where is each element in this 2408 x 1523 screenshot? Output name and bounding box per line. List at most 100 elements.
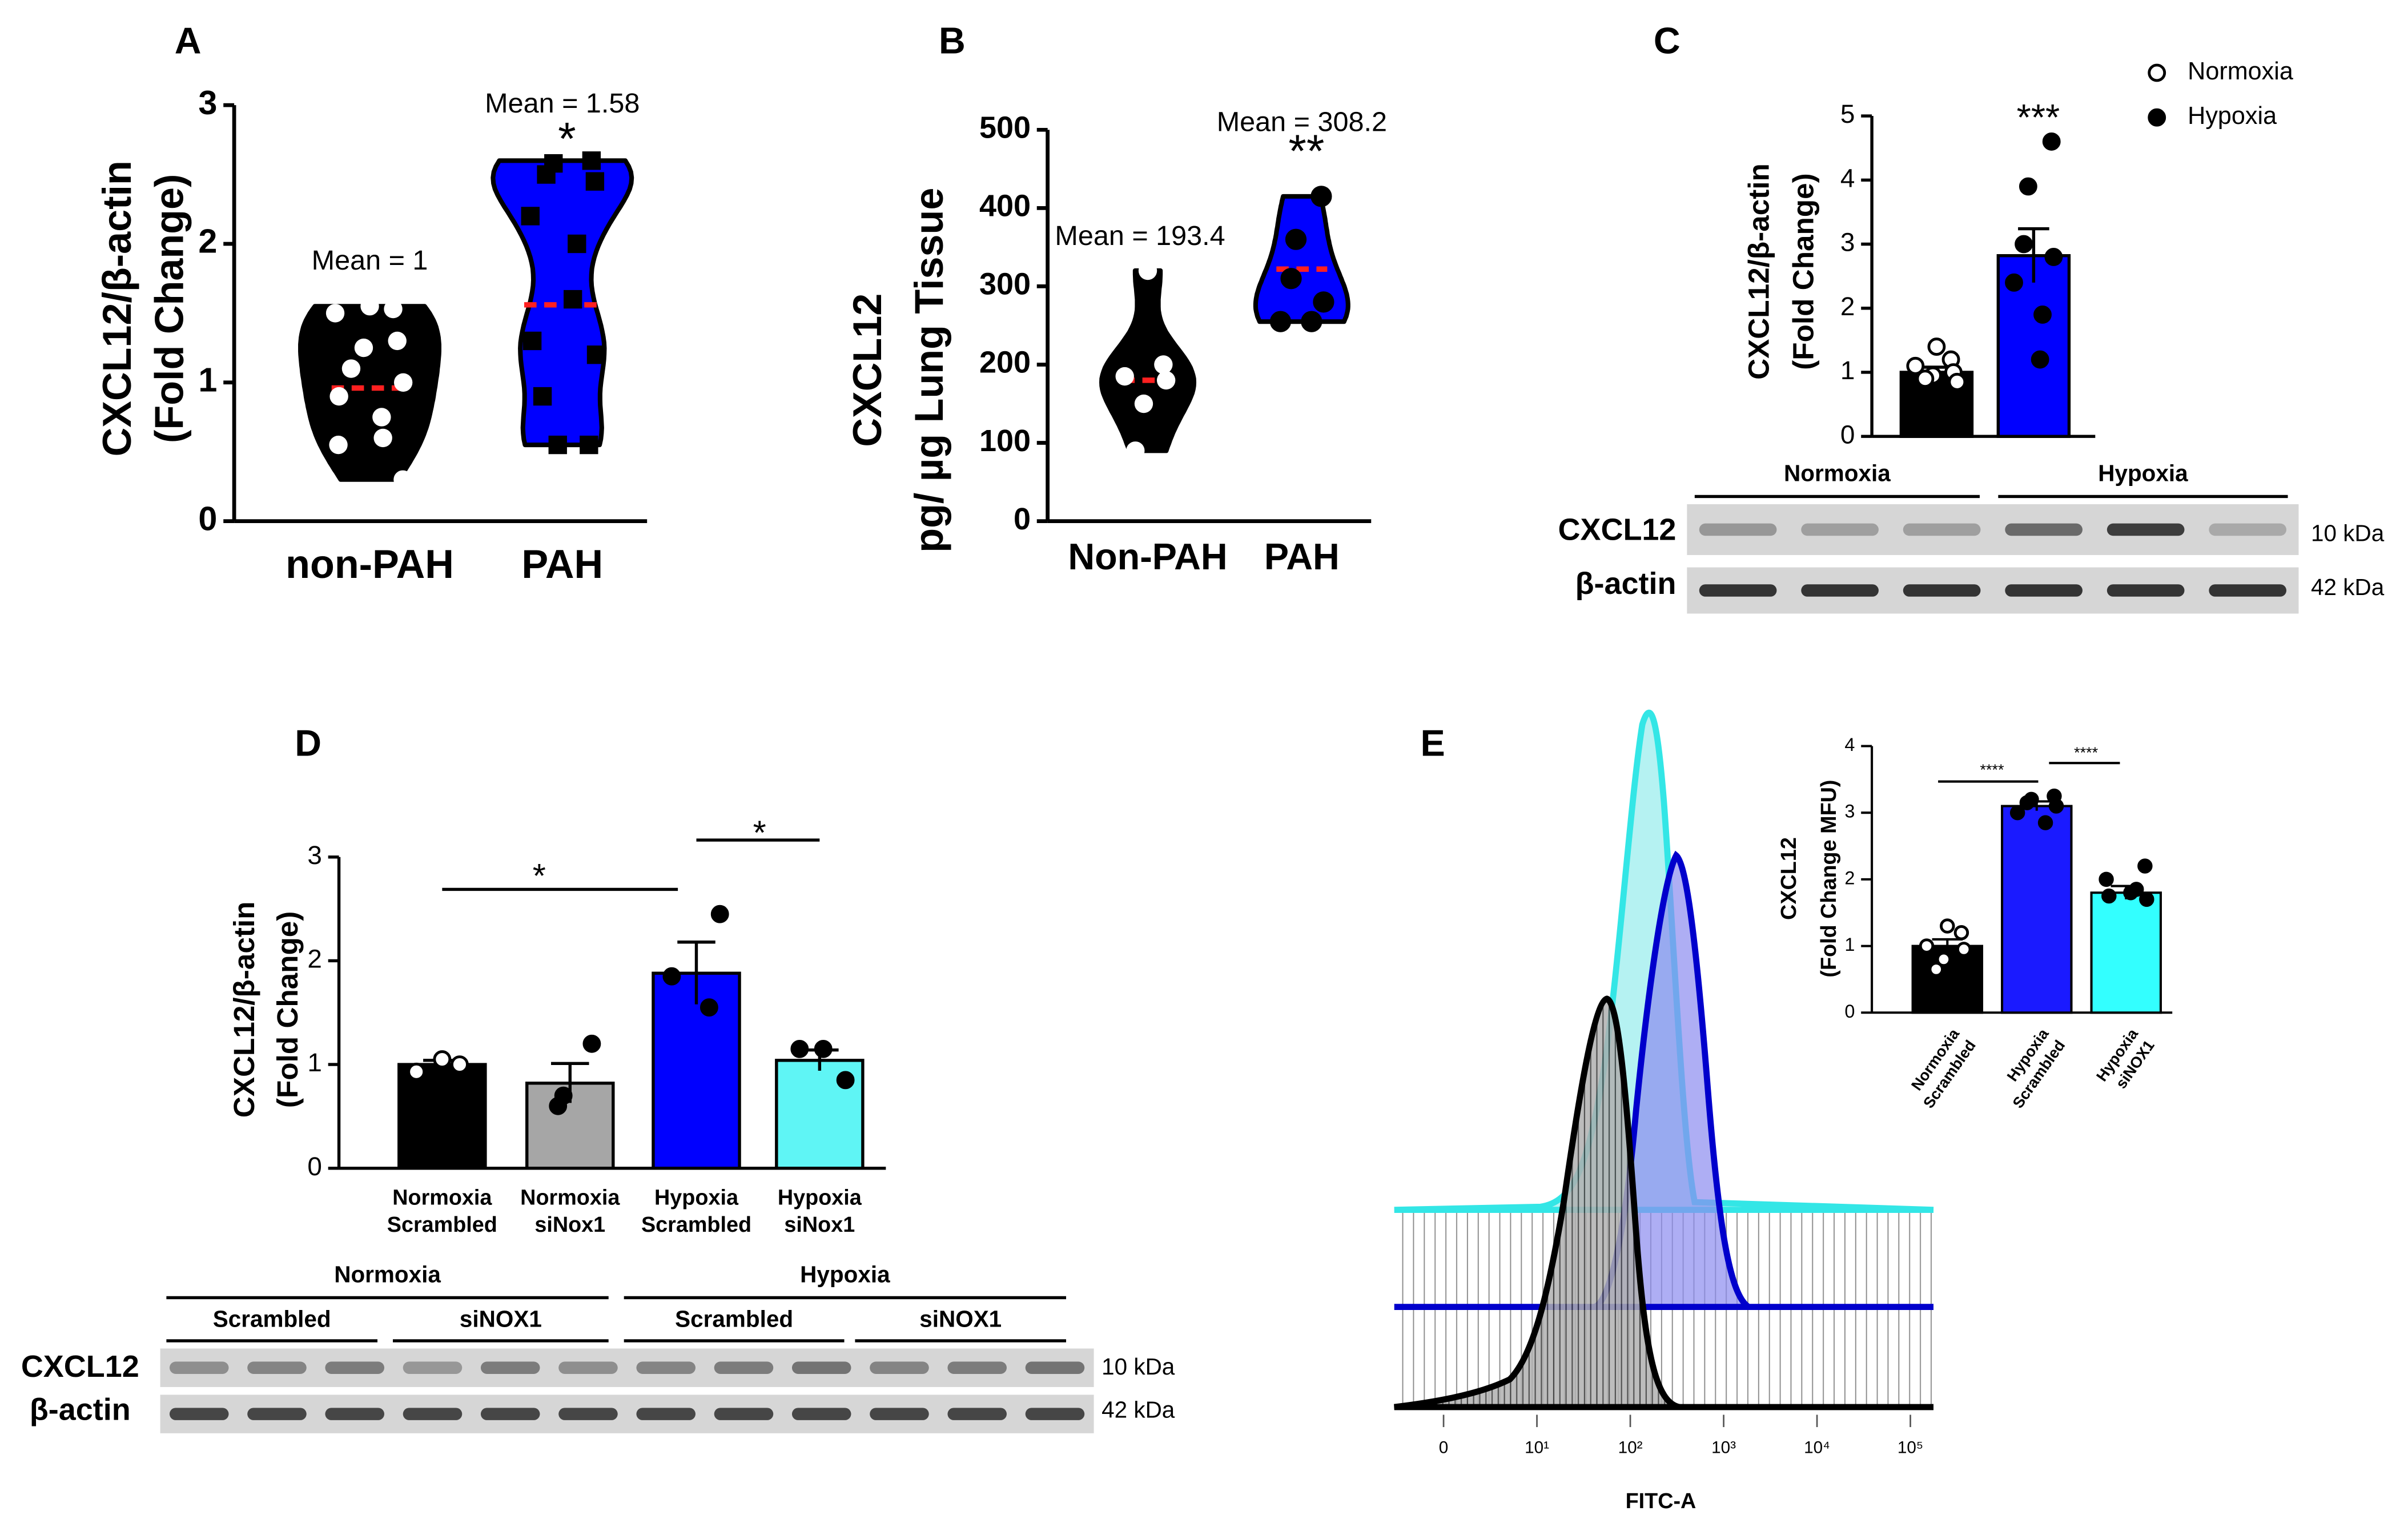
- blot-band: [2005, 584, 2083, 597]
- blot-band: [1025, 1408, 1085, 1420]
- data-point: [537, 165, 556, 184]
- data-point: [2037, 815, 2053, 830]
- flow-histogram: [1394, 709, 1934, 1411]
- y-axis-label: CXCL12/β-actin: [1742, 163, 1775, 380]
- blot-band: [1801, 584, 1879, 597]
- data-point: [2139, 891, 2154, 907]
- annotation: ****: [2074, 744, 2098, 761]
- blot-band: [403, 1408, 463, 1420]
- blot-band: [1903, 523, 1981, 536]
- blot-band: [947, 1361, 1007, 1374]
- annotation: *: [753, 814, 766, 852]
- data-point: [710, 905, 729, 923]
- y-tick-label: 2: [1840, 291, 1855, 321]
- x-tick-label: HypoxiaScrambled: [1993, 1025, 2069, 1111]
- data-point: [1919, 938, 1935, 954]
- y-tick-label: 1: [1844, 934, 1855, 955]
- data-point: [1948, 372, 1967, 391]
- panel-label: A: [175, 19, 202, 61]
- annotation: Mean = 308.2: [1217, 106, 1387, 137]
- blot-band: [247, 1408, 307, 1420]
- data-point: [384, 299, 403, 319]
- blot-band: [791, 1408, 851, 1420]
- blot-band: [325, 1361, 384, 1374]
- blot-band: [169, 1361, 229, 1374]
- x-tick-label: 0: [1439, 1438, 1449, 1457]
- violin: [491, 158, 634, 448]
- violin: [1253, 194, 1350, 324]
- blot-row: [160, 1395, 1094, 1433]
- x-tick-label: NormoxiaScrambled: [1904, 1025, 1980, 1111]
- blot-band: [636, 1408, 696, 1420]
- x-tick-label: Normoxia siNox1: [520, 1186, 620, 1237]
- blot-band: [403, 1361, 463, 1374]
- data-point: [2019, 177, 2037, 196]
- data-point: [2048, 798, 2064, 814]
- blot-band: [2107, 584, 2185, 597]
- data-point: [2148, 63, 2166, 82]
- y-tick-label: 4: [1844, 734, 1855, 755]
- black-histogram: [1394, 995, 1934, 1411]
- data-point: [325, 304, 345, 323]
- error-bar: [1932, 938, 1963, 953]
- data-point: [1928, 962, 1944, 977]
- data-point: [1906, 356, 1925, 375]
- x-tick-label: PAH: [1264, 536, 1340, 577]
- data-point: [1269, 311, 1292, 332]
- y-tick-label: 5: [1840, 99, 1855, 128]
- y-tick-label: 300: [979, 267, 1031, 302]
- data-point: [1313, 291, 1334, 313]
- y-tick-label: 0: [1014, 502, 1031, 536]
- annotation: *: [533, 857, 546, 895]
- panel-label: B: [939, 19, 966, 61]
- blot-group-label: Hypoxia: [800, 1261, 890, 1287]
- y-tick-label: 500: [979, 111, 1031, 145]
- blot-band: [1903, 584, 1981, 597]
- data-point: [790, 1039, 809, 1058]
- x-tick-label: 10²: [1618, 1438, 1643, 1457]
- bar: [652, 971, 741, 1170]
- data-point: [2015, 235, 2033, 254]
- y-tick-label: 100: [979, 424, 1031, 458]
- y-axis-label: pg/ µg Lung Tissue: [907, 188, 951, 553]
- blot-band: [2005, 523, 2083, 536]
- y-tick-label: 3: [307, 840, 322, 870]
- annotation: Mean = 1.58: [485, 88, 640, 119]
- blot-row: [1687, 504, 2299, 555]
- blot-band: [558, 1408, 618, 1420]
- blot-band: [558, 1361, 618, 1374]
- blot-size-label: 42 kDa: [1102, 1397, 1175, 1423]
- data-point: [548, 435, 567, 455]
- blot-band: [247, 1361, 307, 1374]
- data-point: [1927, 337, 1946, 356]
- x-tick-label: non-PAH: [286, 542, 454, 586]
- y-tick-label: 2: [307, 944, 322, 974]
- annotation: ***: [2017, 97, 2060, 138]
- x-tick-label: 10¹: [1525, 1438, 1549, 1457]
- blot-band: [636, 1361, 696, 1374]
- legend-label: Normoxia: [2188, 58, 2293, 85]
- data-point: [2137, 858, 2153, 874]
- blot-row-label: CXCL12: [1558, 513, 1677, 547]
- data-point: [341, 359, 361, 378]
- y-tick-label: 0: [1840, 419, 1855, 449]
- blot-band: [480, 1408, 540, 1420]
- blot-band: [870, 1408, 929, 1420]
- data-point: [586, 345, 606, 364]
- y-axis-label: CXCL12/β-actin: [228, 902, 260, 1118]
- y-tick-label: 2: [1844, 867, 1855, 888]
- data-point: [568, 234, 586, 254]
- data-point: [373, 428, 392, 448]
- blot-group-label: Normoxia: [334, 1261, 441, 1287]
- error-bar: [677, 941, 715, 1004]
- blot-size-label: 10 kDa: [2311, 520, 2385, 546]
- bar: [2001, 805, 2073, 1014]
- data-point: [2123, 885, 2138, 901]
- data-point: [433, 1050, 452, 1068]
- data-point: [1953, 925, 1969, 941]
- blot-band: [870, 1361, 929, 1374]
